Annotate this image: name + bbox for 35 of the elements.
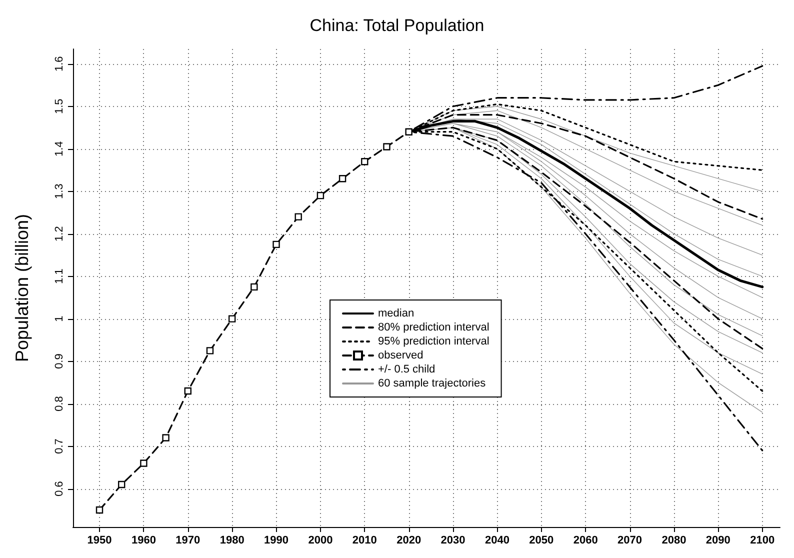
- legend-label: 95% prediction interval: [378, 336, 490, 348]
- x-tick-label: 2060: [573, 534, 598, 546]
- chart-title: China: Total Population: [310, 16, 484, 35]
- x-tick-label: 2100: [750, 534, 775, 546]
- x-tick-label: 2070: [618, 534, 642, 546]
- y-tick-label: 0.9: [54, 354, 66, 369]
- x-tick-label: 2040: [484, 534, 510, 546]
- legend-label: +/- 0.5 child: [378, 364, 436, 376]
- legend-label: median: [378, 308, 414, 320]
- y-tick-label: 1: [54, 316, 66, 322]
- x-tick-label: 1960: [131, 534, 156, 546]
- y-tick-label: 0.8: [54, 396, 66, 412]
- y-tick-label: 1.5: [54, 98, 66, 114]
- y-axis-title: Population (billion): [12, 214, 32, 362]
- y-tick-label: 1.1: [54, 268, 66, 284]
- y-tick-label: 1.2: [54, 226, 66, 242]
- y-tick-label: 0.7: [54, 438, 66, 454]
- y-tick-label: 1.4: [54, 141, 66, 156]
- y-tick-label: 1.3: [54, 184, 66, 199]
- x-tick-label: 2010: [352, 534, 377, 546]
- legend-label: 80% prediction interval: [378, 322, 490, 334]
- x-tick-label: 2020: [396, 534, 422, 546]
- x-tick-label: 1980: [220, 534, 244, 546]
- legend-label: 60 sample trajectories: [378, 378, 486, 390]
- x-tick-label: 2000: [308, 534, 333, 546]
- x-tick-label: 2080: [662, 534, 686, 546]
- y-tick-label: 1.6: [54, 56, 66, 72]
- legend-label: observed: [378, 350, 424, 362]
- x-tick-label: 2030: [440, 534, 466, 546]
- x-tick-label: 1970: [176, 534, 200, 546]
- x-tick-label: 2090: [706, 534, 730, 546]
- y-tick-label: 0.6: [54, 481, 66, 496]
- x-tick-label: 2050: [529, 534, 554, 546]
- x-tick-label: 1990: [264, 534, 289, 546]
- x-tick-label: 1950: [87, 534, 112, 546]
